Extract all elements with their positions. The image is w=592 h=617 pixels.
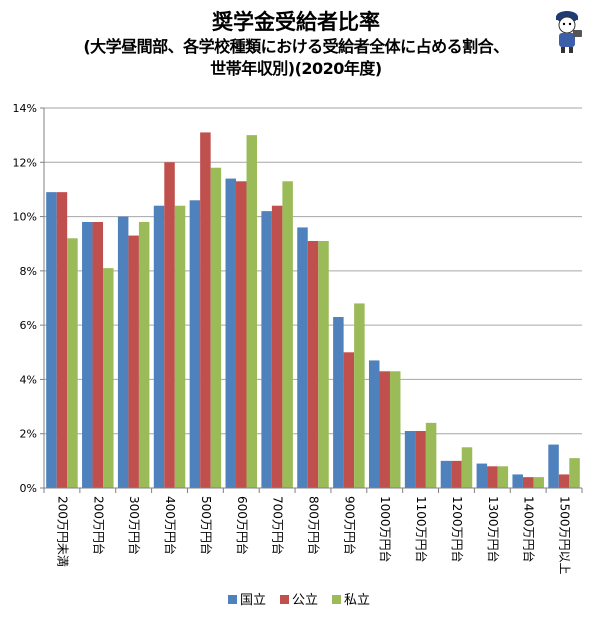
bar-公立-800万円台 <box>307 241 319 488</box>
bar-私立-1200万円台 <box>461 447 473 488</box>
bar-私立-1100万円台 <box>425 422 437 488</box>
bar-私立-1000万円台 <box>389 371 401 488</box>
y-tick-label: 2% <box>20 428 37 441</box>
bars-layer <box>46 132 580 489</box>
x-tick-label: 1000万円台 <box>378 496 393 563</box>
bar-公立-400万円台 <box>164 162 175 489</box>
bar-公立-300万円台 <box>128 235 139 488</box>
legend-label-公立: 公立 <box>292 593 318 608</box>
x-tick-label: 800万円台 <box>307 496 322 555</box>
bar-公立-200万円未満 <box>56 192 68 488</box>
bar-私立-400万円台 <box>174 205 186 488</box>
legend-swatch-国立 <box>228 595 237 604</box>
x-tick-label: 200万円未満 <box>55 496 69 567</box>
bar-公立-200万円台 <box>92 222 104 488</box>
x-tick-label: 1200万円台 <box>450 496 465 563</box>
y-tick-label: 12% <box>13 156 37 169</box>
bar-国立-1300万円台 <box>476 463 488 488</box>
y-tick-label: 0% <box>20 482 37 495</box>
chart-subtitle-line2: 世帯年収別)(2020年度) <box>210 59 382 78</box>
bar-公立-600万円台 <box>236 181 247 489</box>
bar-国立-900万円台 <box>333 317 344 488</box>
chart-title: 奨学金受給者比率 <box>212 10 380 34</box>
bar-国立-200万円台 <box>82 222 93 488</box>
bar-私立-1300万円台 <box>497 466 509 488</box>
x-tick-label: 900万円台 <box>342 496 357 555</box>
y-tick-label: 8% <box>20 265 37 278</box>
y-tick-label: 6% <box>20 319 37 332</box>
bar-公立-1500万円以上 <box>558 474 570 488</box>
legend: 国立 公立 私立 <box>228 593 370 608</box>
bar-国立-700万円台 <box>261 211 272 488</box>
x-tick-label: 1400万円台 <box>522 496 537 563</box>
legend-swatch-私立 <box>332 595 341 604</box>
bar-国立-500万円台 <box>189 200 201 489</box>
chart-subtitle-line1: (大学昼間部、各学校種類における受給者全体に占める割合、 <box>83 37 509 56</box>
bar-私立-600万円台 <box>246 135 258 488</box>
x-tick-label: 1100万円台 <box>414 496 429 563</box>
x-tick-label: 1500万円以上 <box>558 496 572 575</box>
legend-swatch-公立 <box>280 595 289 604</box>
x-tick-label: 500万円台 <box>199 496 214 555</box>
bar-公立-1400万円台 <box>522 477 534 488</box>
title-block: 奨学金受給者比率 (大学昼間部、各学校種類における受給者全体に占める割合、 世帯… <box>0 8 592 80</box>
x-tick-label: 300万円台 <box>127 496 142 555</box>
bar-私立-1400万円台 <box>533 477 544 488</box>
bar-私立-200万円台 <box>103 268 114 488</box>
bar-私立-800万円台 <box>318 241 329 488</box>
bar-国立-1100万円台 <box>404 431 416 488</box>
bar-公立-1200万円台 <box>451 460 462 488</box>
bar-公立-500万円台 <box>200 132 211 488</box>
x-tick-label: 200万円台 <box>91 496 106 555</box>
x-tick-label: 1300万円台 <box>486 496 501 563</box>
bar-私立-700万円台 <box>282 181 293 489</box>
bar-国立-1200万円台 <box>440 460 452 488</box>
x-tick-label: 400万円台 <box>163 496 178 555</box>
axis-layer: 0% 2% 4% 6% 8% 10% 12% 14% 200万円未満 200万円台 300万円台 40… <box>13 102 583 575</box>
bar-私立-300万円台 <box>138 222 150 488</box>
bar-国立-300万円台 <box>117 216 129 489</box>
bar-公立-1100万円台 <box>415 431 426 488</box>
bar-国立-1500万円以上 <box>548 444 559 488</box>
bar-国立-1000万円台 <box>368 360 380 488</box>
x-tick-label: 700万円台 <box>271 496 286 555</box>
bar-公立-900万円台 <box>343 352 355 488</box>
bar-公立-1000万円台 <box>379 371 390 488</box>
y-tick-label: 10% <box>13 211 37 224</box>
y-tick-label: 4% <box>20 373 37 386</box>
legend-label-国立: 国立 <box>240 593 266 608</box>
bar-私立-900万円台 <box>354 303 365 488</box>
y-tick-label: 14% <box>13 102 37 115</box>
reporter-mascot-icon <box>556 11 582 53</box>
legend-label-私立: 私立 <box>344 593 370 608</box>
bar-私立-500万円台 <box>210 167 222 488</box>
bar-国立-800万円台 <box>297 227 308 488</box>
bar-公立-700万円台 <box>271 205 283 488</box>
bar-国立-600万円台 <box>225 178 237 489</box>
bar-国立-200万円未満 <box>46 192 57 488</box>
bar-国立-1400万円台 <box>512 474 523 488</box>
bar-私立-1500万円以上 <box>569 458 580 488</box>
x-tick-label: 600万円台 <box>235 496 250 555</box>
bar-国立-400万円台 <box>153 205 165 488</box>
bar-私立-200万円未満 <box>67 238 78 488</box>
bar-公立-1300万円台 <box>487 466 498 488</box>
